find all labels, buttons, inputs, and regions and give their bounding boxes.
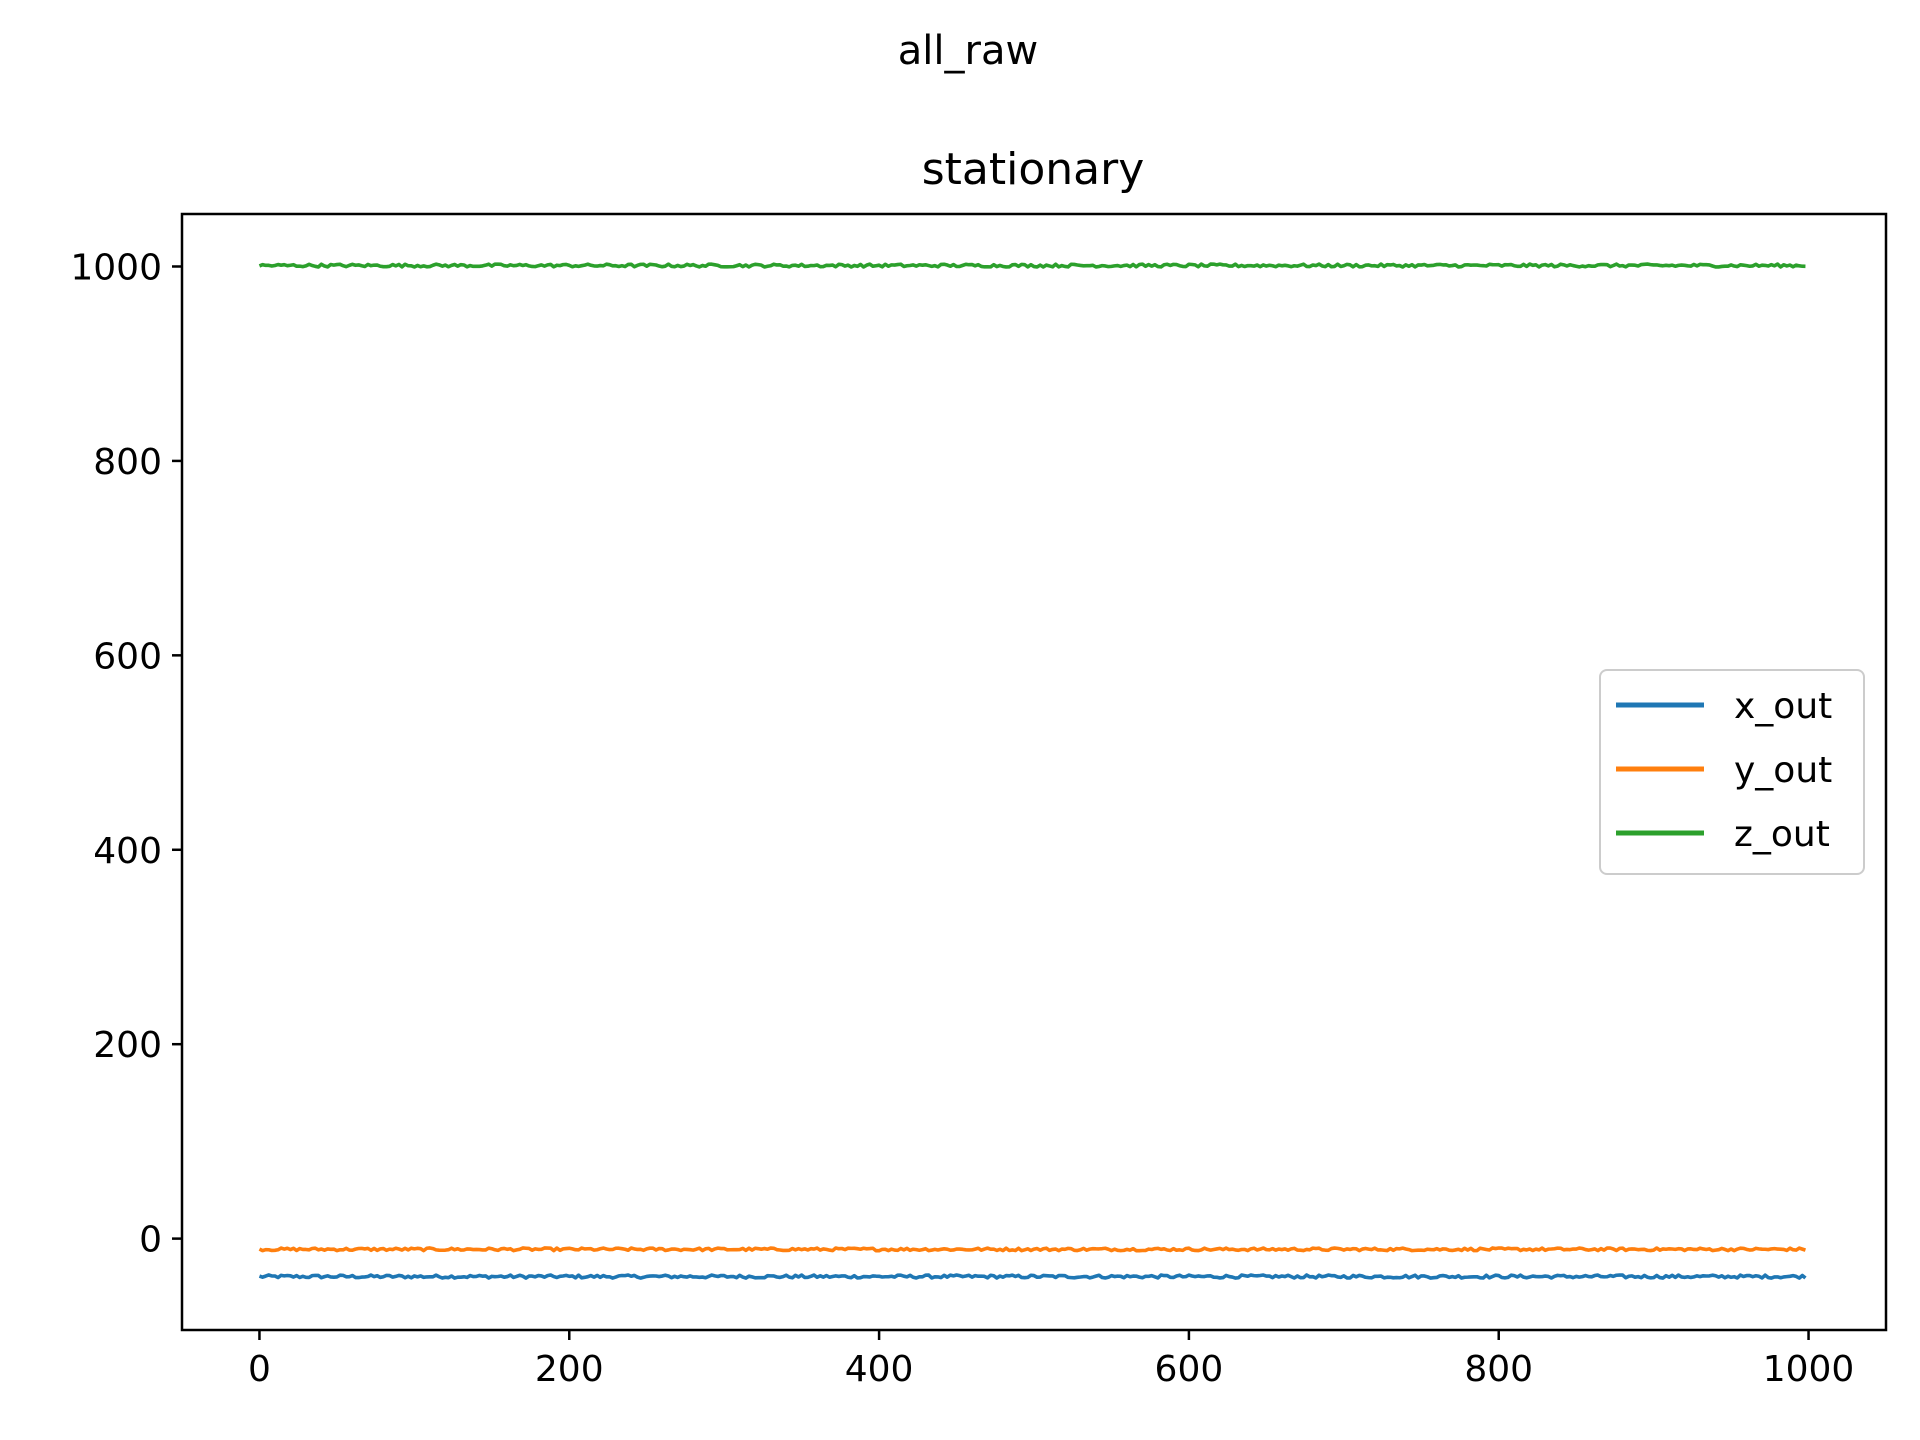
y-tick-label: 600: [93, 636, 162, 677]
y-tick-label: 0: [139, 1220, 162, 1261]
series-line-x-out: [258, 1273, 1807, 1280]
x-tick-label: 800: [1464, 1349, 1533, 1390]
axes-frame: [180, 212, 1888, 1332]
legend-label-y-out: y_out: [1734, 750, 1832, 791]
y-tick-label: 400: [93, 831, 162, 872]
figure-suptitle: all_raw: [898, 28, 1038, 74]
x-tick-label: 0: [248, 1349, 271, 1390]
x-tick-label: 600: [1155, 1349, 1224, 1390]
legend: x_out y_out z_out: [1599, 669, 1865, 875]
y-tick-label: 1000: [70, 247, 162, 288]
y-tick-label: 200: [93, 1025, 162, 1066]
y-tick-label: 800: [93, 442, 162, 483]
x-tick-label: 200: [535, 1349, 604, 1390]
series-layer: [258, 262, 1807, 1280]
legend-frame: [1599, 669, 1865, 875]
x-tick-label: 400: [845, 1349, 914, 1390]
legend-label-x-out: x_out: [1734, 686, 1832, 727]
axes-title: stationary: [922, 144, 1145, 195]
x-axis: 0 200 400 600 800 1000: [248, 1330, 1854, 1390]
x-tick-label: 1000: [1763, 1349, 1855, 1390]
series-line-y-out: [258, 1246, 1807, 1253]
series-line-z-out: [258, 262, 1806, 269]
legend-label-z-out: z_out: [1734, 814, 1830, 855]
y-axis: 0 200 400 600 800 1000: [70, 247, 182, 1261]
